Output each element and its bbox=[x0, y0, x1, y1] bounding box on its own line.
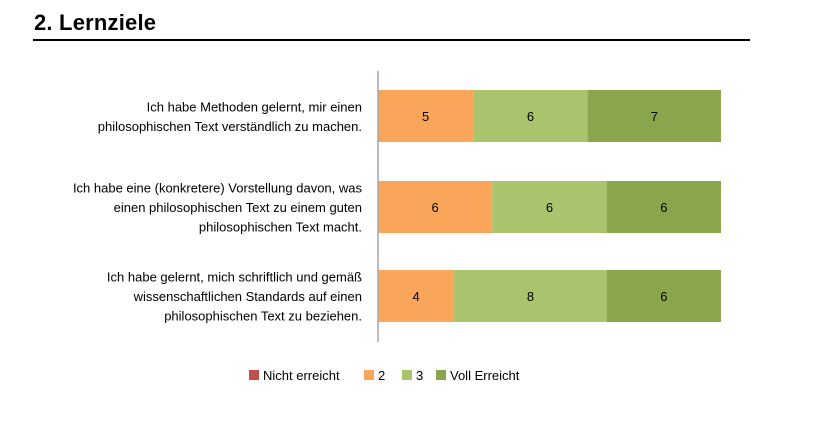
legend-label: Voll Erreicht bbox=[450, 368, 520, 383]
category-label: philosophischen Text verständlich zu mac… bbox=[98, 119, 362, 134]
category-label: Ich habe gelernt, mich schriftlich und g… bbox=[107, 270, 362, 285]
data-label: 6 bbox=[660, 200, 667, 215]
category-label: philosophischen Text macht. bbox=[199, 220, 362, 235]
bar-segment bbox=[587, 90, 721, 142]
category-label: wissenschaftlichen Standards auf einen bbox=[133, 289, 362, 304]
bar-segment bbox=[492, 181, 607, 233]
category-label: philosophischen Text zu beziehen. bbox=[164, 309, 362, 324]
bar-segment bbox=[378, 270, 455, 322]
legend-label: 2 bbox=[378, 368, 385, 383]
page-heading: 2. Lernziele bbox=[34, 10, 157, 35]
category-labels: Ich habe Methoden gelernt, mir einen phil… bbox=[73, 99, 363, 323]
category-label: einen philosophischen Text zu einem gute… bbox=[114, 200, 362, 215]
chart-legend: Nicht erreicht 2 3 Voll Erreicht bbox=[249, 368, 520, 383]
category-label: Ich habe eine (konkretere) Vorstellung d… bbox=[73, 181, 363, 196]
bar-segment bbox=[378, 181, 493, 233]
data-label: 5 bbox=[422, 109, 429, 124]
legend-label: 3 bbox=[416, 368, 423, 383]
category-label: Ich habe Methoden gelernt, mir einen bbox=[147, 99, 362, 114]
legend-swatch bbox=[364, 370, 374, 380]
legend-swatch bbox=[402, 370, 412, 380]
legend-swatch bbox=[249, 370, 259, 380]
data-label: 6 bbox=[432, 200, 439, 215]
data-label: 7 bbox=[651, 109, 658, 124]
data-label: 8 bbox=[527, 289, 534, 304]
bar-segment bbox=[606, 181, 721, 233]
heading-underline bbox=[33, 39, 750, 41]
data-label: 6 bbox=[527, 109, 534, 124]
data-label: 6 bbox=[546, 200, 553, 215]
legend-swatch bbox=[436, 370, 446, 380]
data-label: 6 bbox=[660, 289, 667, 304]
bar-segment bbox=[378, 90, 474, 142]
bar-segment bbox=[454, 270, 607, 322]
bars-layer: 5 6 7 6 6 6 4 8 6 bbox=[378, 90, 721, 322]
bar-segment bbox=[606, 270, 721, 322]
bar-segment bbox=[473, 90, 588, 142]
data-label: 4 bbox=[412, 289, 419, 304]
legend-label: Nicht erreicht bbox=[263, 368, 340, 383]
